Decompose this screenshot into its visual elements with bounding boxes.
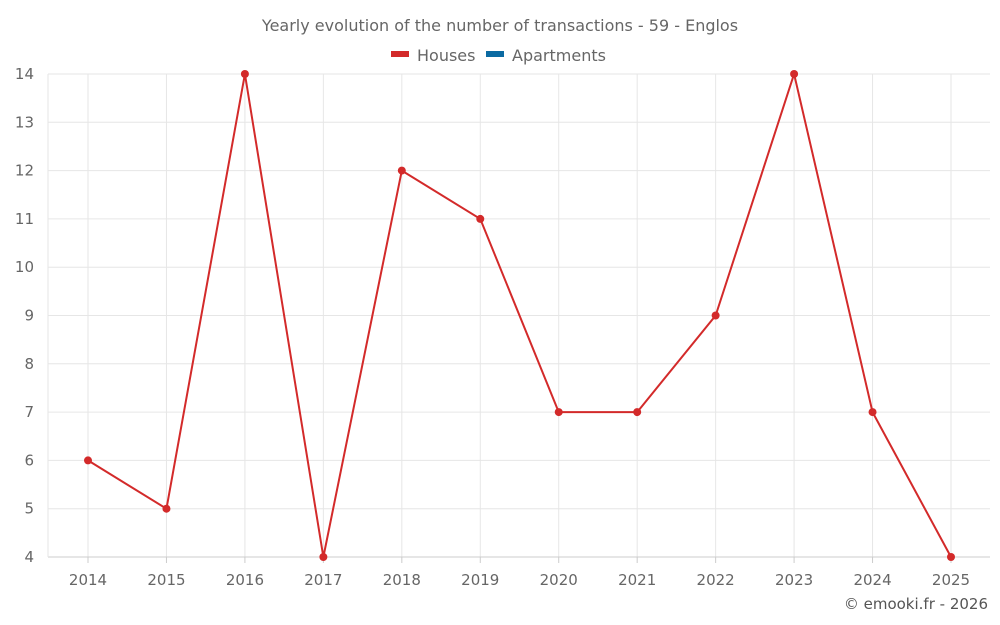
x-tick-label: 2024 [853, 571, 891, 589]
x-tick-label: 2025 [932, 571, 970, 589]
x-tick-label: 2019 [461, 571, 499, 589]
series-line-houses [87, 70, 952, 558]
x-tick-label: 2021 [618, 571, 656, 589]
data-point-houses-2020[interactable] [554, 408, 563, 417]
axis-layer: 4 5 6 7 8 9 10 11 12 13 14 2014 2015 2016 2017 2018 2019… [15, 65, 990, 589]
y-tick-label: 6 [24, 451, 34, 469]
data-point-houses-2016[interactable] [240, 70, 249, 78]
x-tick-label: 2017 [304, 571, 342, 589]
x-tick-label: 2014 [69, 571, 107, 589]
y-tick-label: 12 [15, 162, 34, 180]
series-layer [84, 70, 955, 561]
data-point-houses-2022[interactable] [711, 311, 720, 320]
y-tick-label: 11 [15, 210, 34, 228]
legend-swatch-apartments [486, 51, 504, 57]
legend-label-houses: Houses [417, 46, 475, 65]
x-tick-label: 2020 [540, 571, 578, 589]
y-tick-label: 13 [15, 113, 34, 131]
x-tick-label: 2022 [697, 571, 735, 589]
grid-layer [48, 73, 990, 558]
y-tick-label: 7 [24, 403, 34, 421]
data-point-houses-2018[interactable] [397, 166, 406, 175]
x-tick-label: 2015 [147, 571, 185, 589]
data-point-houses-2024[interactable] [868, 408, 877, 417]
x-tick-label: 2016 [226, 571, 264, 589]
legend-item-apartments[interactable]: Apartments [486, 46, 606, 65]
data-point-houses-2019[interactable] [476, 214, 485, 223]
data-point-houses-2023[interactable] [790, 70, 799, 78]
legend-item-houses[interactable]: Houses [391, 46, 475, 65]
chart-title: Yearly evolution of the number of transa… [261, 16, 738, 35]
y-tick-label: 10 [15, 258, 34, 276]
legend-swatch-houses [391, 51, 409, 57]
data-point-houses-2021[interactable] [633, 408, 642, 417]
data-point-houses-2014[interactable] [84, 456, 92, 465]
y-tick-label: 8 [24, 355, 34, 373]
y-tick-label: 5 [24, 500, 34, 518]
data-point-houses-2025[interactable] [947, 553, 955, 561]
x-tick-label: 2018 [383, 571, 421, 589]
data-point-houses-2015[interactable] [162, 504, 171, 513]
legend: Houses Apartments [391, 46, 606, 65]
x-tick-label: 2023 [775, 571, 813, 589]
y-tick-label: 4 [24, 548, 34, 566]
legend-label-apartments: Apartments [512, 46, 606, 65]
credit-text: © emooki.fr - 2026 [844, 595, 988, 613]
y-tick-label: 14 [15, 65, 34, 83]
y-tick-label: 9 [24, 307, 34, 325]
data-point-houses-2017[interactable] [319, 553, 328, 561]
